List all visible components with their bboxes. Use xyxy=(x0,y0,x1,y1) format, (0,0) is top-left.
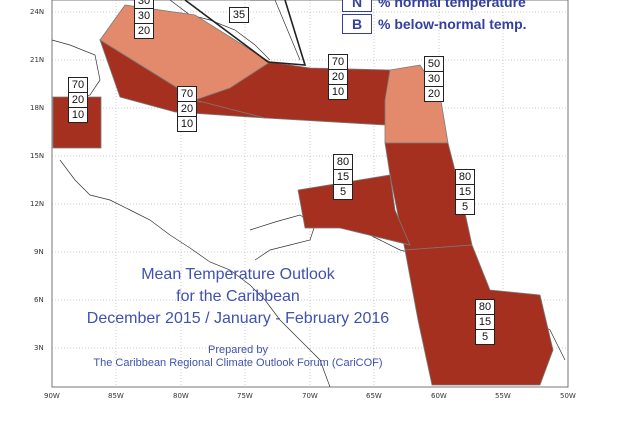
prob-value: 20 xyxy=(137,25,151,37)
legend-below: B % below-normal temp. xyxy=(342,14,527,34)
lat-label: 6N xyxy=(34,296,44,304)
legend-text-below: % below-normal temp. xyxy=(378,16,527,32)
lon-label: 85W xyxy=(108,392,124,400)
lon-label: 50W xyxy=(560,392,576,400)
prob-value: 70 xyxy=(329,55,347,70)
prob-value: 5 xyxy=(339,186,347,198)
probability-box: 35 xyxy=(229,7,249,23)
lat-label: 24N xyxy=(30,8,44,16)
prob-value: 15 xyxy=(334,170,352,185)
lat-label: 21N xyxy=(30,56,44,64)
legend-key-b: B xyxy=(342,14,372,34)
prob-value: 70 xyxy=(178,87,196,102)
bahamas-box-outline xyxy=(184,0,307,66)
lat-label: 9N xyxy=(34,248,44,256)
probability-box: 70 20 10 xyxy=(328,54,348,100)
organization-name: The Caribbean Regional Climate Outlook F… xyxy=(93,357,383,369)
prob-value: 15 xyxy=(476,315,494,330)
probability-box: 80 15 5 xyxy=(333,154,353,200)
lat-label: 15N xyxy=(30,152,44,160)
prepared-by: Prepared by xyxy=(208,344,268,356)
prob-value: 15 xyxy=(456,185,474,200)
lon-label: 70W xyxy=(302,392,318,400)
prob-value: 5 xyxy=(481,331,489,343)
prob-value: 30 xyxy=(425,72,443,87)
lat-label: 3N xyxy=(34,344,44,352)
prob-value: 20 xyxy=(178,102,196,117)
map-title-line3: December 2015 / January - February 2016 xyxy=(86,310,390,327)
prob-value: 5 xyxy=(461,201,469,213)
region-venezuela xyxy=(297,174,411,246)
prob-value: 30 xyxy=(135,9,153,24)
map-title-line2: for the Caribbean xyxy=(176,288,300,305)
prob-value: 80 xyxy=(334,155,352,170)
lon-label: 65W xyxy=(366,392,382,400)
probability-box: 70 20 10 xyxy=(68,77,88,123)
map-title-line1: Mean Temperature Outlook xyxy=(141,266,335,283)
prob-value: 70 xyxy=(69,78,87,93)
lon-label: 80W xyxy=(173,392,189,400)
prob-value: 80 xyxy=(476,300,494,315)
lat-label: 18N xyxy=(30,104,44,112)
legend-text-normal: % normal temperature xyxy=(378,0,526,10)
prob-value: 10 xyxy=(331,86,345,98)
prob-value: 10 xyxy=(180,118,194,130)
prob-value: 35 xyxy=(232,9,246,21)
prob-value: 10 xyxy=(71,109,85,121)
lon-label: 55W xyxy=(495,392,511,400)
lon-axis: 90W 85W 80W 75W 70W 65W 60W 55W 50W xyxy=(44,392,576,400)
lat-label: 12N xyxy=(30,200,44,208)
prob-value: 20 xyxy=(69,93,87,108)
prob-value: 20 xyxy=(427,88,441,100)
probability-box: 80 15 5 xyxy=(475,299,495,345)
probability-box: 80 15 5 xyxy=(455,169,475,215)
lat-axis: 24N 21N 18N 15N 12N 9N 6N 3N xyxy=(30,8,44,352)
lon-label: 90W xyxy=(44,392,60,400)
lon-label: 75W xyxy=(237,392,253,400)
legend-key-n: N xyxy=(342,0,372,12)
probability-box: 30 30 20 xyxy=(134,0,154,39)
probability-box: 50 30 20 xyxy=(424,56,444,102)
prob-value: 30 xyxy=(135,0,153,9)
probability-box: 70 20 10 xyxy=(177,86,197,132)
legend-normal: N % normal temperature xyxy=(342,0,526,12)
lon-label: 60W xyxy=(431,392,447,400)
prob-value: 50 xyxy=(425,57,443,72)
prob-value: 80 xyxy=(456,170,474,185)
prob-value: 20 xyxy=(329,70,347,85)
